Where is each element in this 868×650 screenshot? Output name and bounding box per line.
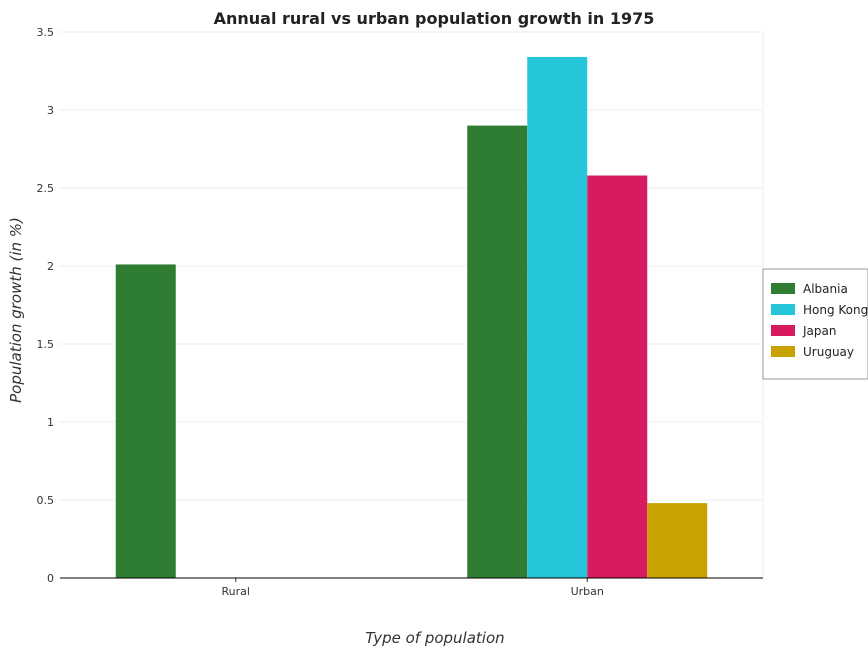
legend-swatch [771, 283, 795, 294]
y-tick-label: 2 [47, 260, 54, 273]
y-tick-label: 1 [47, 416, 54, 429]
x-tick-label: Rural [222, 585, 250, 598]
legend-label: Japan [802, 324, 836, 338]
y-tick-label: 3 [47, 104, 54, 117]
legend-swatch [771, 304, 795, 315]
bar-japan [587, 175, 648, 578]
y-tick-label: 1.5 [37, 338, 55, 351]
bar-uruguay [647, 503, 708, 578]
y-axis-label: Population growth (in %) [7, 217, 25, 403]
y-tick-label: 2.5 [37, 182, 55, 195]
bar-hong-kong [527, 56, 588, 578]
y-tick-label: 0.5 [37, 494, 55, 507]
x-tick-label: Urban [571, 585, 604, 598]
y-tick-label: 3.5 [37, 26, 55, 39]
legend: Albania Hong Kong Japan Uruguay [762, 268, 868, 380]
legend-label: Albania [803, 282, 848, 296]
x-axis-label: Type of population [365, 629, 504, 647]
chart-title: Annual rural vs urban population growth … [214, 9, 655, 28]
y-axis-ticks: 0 0.5 1 1.5 2 2.5 3 3.5 [37, 26, 55, 585]
legend-label: Hong Kong [803, 303, 868, 317]
bar-albania [115, 264, 176, 578]
x-axis-ticks: Rural Urban [222, 578, 604, 598]
legend-swatch [771, 325, 795, 336]
bars [115, 56, 708, 578]
legend-label: Uruguay [803, 345, 854, 359]
legend-swatch [771, 346, 795, 357]
y-tick-label: 0 [47, 572, 54, 585]
bar-albania [467, 125, 528, 578]
